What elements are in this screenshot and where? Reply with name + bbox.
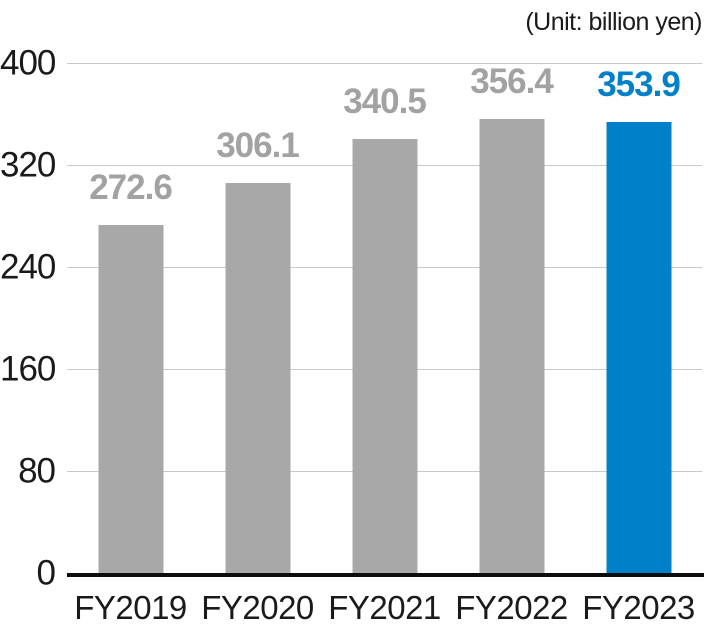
x-axis-labels: FY2019 FY2020 FY2021 FY2022 FY2023 [67, 591, 702, 624]
y-tick-label: 320 [0, 145, 56, 185]
bar-value-label: 356.4 [470, 61, 554, 101]
bar-value-label: 340.5 [343, 81, 427, 121]
unit-label: (Unit: billion yen) [525, 8, 702, 36]
y-tick-label: 400 [0, 43, 56, 83]
plot-area: 272.6 306.1 340.5 356.4 353.9 [67, 63, 702, 573]
gridline [67, 63, 702, 64]
x-tick-label: FY2021 [328, 589, 441, 626]
bar-slot-fy2023: 353.9 [575, 63, 702, 573]
bar-fy2022 [479, 118, 544, 573]
y-tick-label: 160 [0, 349, 56, 389]
y-tick-label: 80 [18, 451, 56, 491]
bar-value-label: 353.9 [597, 64, 681, 104]
bar-value-label: 306.1 [216, 125, 300, 165]
y-tick-label: 0 [36, 553, 56, 593]
bar-slot-fy2019: 272.6 [67, 63, 194, 573]
bar-fy2023 [606, 121, 671, 573]
bar-value-label: 272.6 [89, 168, 173, 208]
x-tick-label: FY2019 [74, 589, 187, 626]
y-tick-label: 240 [0, 247, 56, 287]
x-tick-label: FY2022 [455, 589, 568, 626]
bar-slot-fy2020: 306.1 [194, 63, 321, 573]
bar-fy2020 [225, 182, 290, 573]
bar-slot-fy2021: 340.5 [321, 63, 448, 573]
bar-slot-fy2022: 356.4 [448, 63, 575, 573]
bar-fy2021 [352, 138, 417, 573]
bar-fy2019 [98, 225, 163, 573]
y-axis: 0 80 160 240 320 400 [0, 46, 56, 591]
bars-row: 272.6 306.1 340.5 356.4 353.9 [67, 63, 702, 573]
x-tick-label: FY2023 [582, 589, 695, 626]
x-axis-line [67, 573, 704, 577]
x-tick-label: FY2020 [201, 589, 314, 626]
